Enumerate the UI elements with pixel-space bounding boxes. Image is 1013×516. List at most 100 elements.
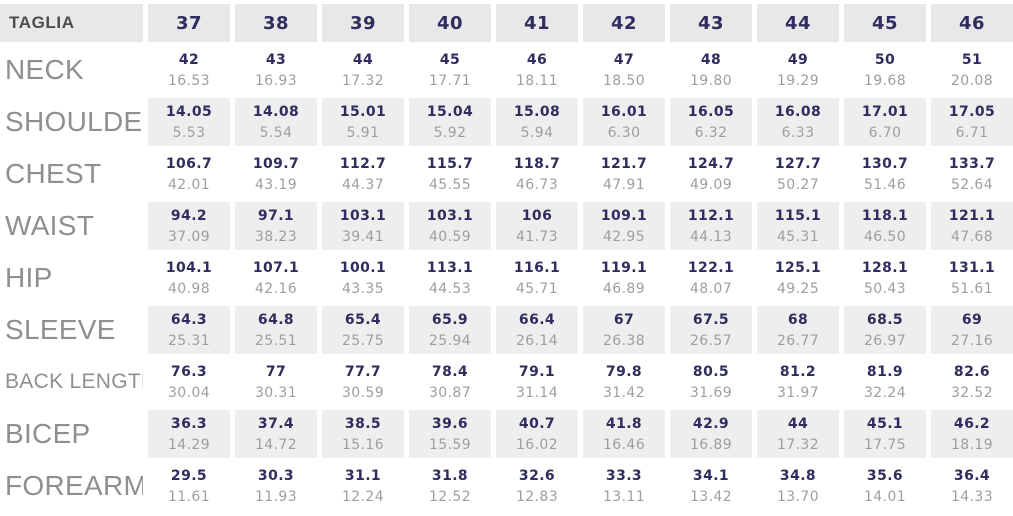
- measurement-cell: 34.8 13.70: [757, 462, 839, 510]
- value-bottom: 46.73: [515, 176, 559, 193]
- value-top: 121.1: [948, 207, 996, 224]
- value-bottom: 46.50: [863, 228, 907, 245]
- value-top: 45.1: [866, 415, 904, 432]
- value-bottom: 51.46: [863, 176, 907, 193]
- measurement-cell: 133.7 52.64: [931, 150, 1013, 198]
- measurement-cell: 115.7 45.55: [409, 150, 491, 198]
- value-bottom: 6.70: [868, 124, 902, 141]
- row-label-neck: NECK: [0, 46, 143, 94]
- value-top: 82.6: [953, 363, 991, 380]
- measurement-cell: 119.1 46.89: [583, 254, 665, 302]
- measurement-cell: 69 27.16: [931, 306, 1013, 354]
- measurement-cell: 29.5 11.61: [148, 462, 230, 510]
- value-top: 31.8: [431, 467, 469, 484]
- value-top: 67: [613, 311, 635, 328]
- value-bottom: 12.83: [515, 488, 559, 505]
- table-row: CHEST 106.7 42.01 109.7 43.19 112.7 44.37 115.7…: [0, 150, 1013, 198]
- value-bottom: 16.02: [515, 436, 559, 453]
- value-top: 106: [521, 207, 553, 224]
- value-bottom: 5.94: [520, 124, 554, 141]
- value-top: 109.7: [252, 155, 300, 172]
- measurement-cell: 104.1 40.98: [148, 254, 230, 302]
- measurement-cell: 39.6 15.59: [409, 410, 491, 458]
- column-header-42: 42: [583, 4, 665, 42]
- column-header-38: 38: [235, 4, 317, 42]
- value-top: 67.5: [692, 311, 730, 328]
- value-bottom: 45.55: [428, 176, 472, 193]
- column-header-43: 43: [670, 4, 752, 42]
- value-bottom: 30.59: [341, 384, 385, 401]
- measurement-cell: 37.4 14.72: [235, 410, 317, 458]
- row-label-back-length: BACK LENGTH: [0, 358, 143, 406]
- row-label-waist: WAIST: [0, 202, 143, 250]
- measurement-cell: 78.4 30.87: [409, 358, 491, 406]
- value-bottom: 17.32: [776, 436, 820, 453]
- value-top: 17.05: [948, 103, 996, 120]
- measurement-cell: 68 26.77: [757, 306, 839, 354]
- value-top: 121.7: [600, 155, 648, 172]
- measurement-cell: 112.7 44.37: [322, 150, 404, 198]
- measurement-cell: 38.5 15.16: [322, 410, 404, 458]
- value-bottom: 12.24: [341, 488, 385, 505]
- measurement-cell: 36.4 14.33: [931, 462, 1013, 510]
- measurement-cell: 51 20.08: [931, 46, 1013, 94]
- value-bottom: 26.38: [602, 332, 646, 349]
- value-bottom: 5.53: [172, 124, 206, 141]
- measurement-cell: 77.7 30.59: [322, 358, 404, 406]
- measurement-cell: 79.8 31.42: [583, 358, 665, 406]
- value-top: 81.9: [866, 363, 904, 380]
- value-top: 15.04: [426, 103, 474, 120]
- value-bottom: 6.33: [781, 124, 815, 141]
- value-bottom: 13.11: [602, 488, 646, 505]
- measurement-cell: 121.7 47.91: [583, 150, 665, 198]
- column-header-45: 45: [844, 4, 926, 42]
- value-bottom: 32.52: [950, 384, 994, 401]
- value-top: 65.4: [344, 311, 382, 328]
- measurement-cell: 122.1 48.07: [670, 254, 752, 302]
- value-top: 107.1: [252, 259, 300, 276]
- measurement-cell: 47 18.50: [583, 46, 665, 94]
- measurement-cell: 50 19.68: [844, 46, 926, 94]
- corner-header-taglia: TAGLIA: [0, 4, 143, 42]
- value-bottom: 49.09: [689, 176, 733, 193]
- measurement-cell: 68.5 26.97: [844, 306, 926, 354]
- measurement-cell: 32.6 12.83: [496, 462, 578, 510]
- value-bottom: 18.11: [515, 72, 559, 89]
- value-top: 41.8: [605, 415, 643, 432]
- value-bottom: 6.30: [607, 124, 641, 141]
- value-bottom: 6.71: [955, 124, 989, 141]
- value-top: 40.7: [518, 415, 556, 432]
- value-top: 122.1: [687, 259, 735, 276]
- value-top: 69: [961, 311, 983, 328]
- value-top: 51: [961, 51, 983, 68]
- value-bottom: 18.50: [602, 72, 646, 89]
- measurement-cell: 16.05 6.32: [670, 98, 752, 146]
- row-label-hip: HIP: [0, 254, 143, 302]
- value-top: 31.1: [344, 467, 382, 484]
- value-bottom: 18.19: [950, 436, 994, 453]
- value-top: 64.8: [257, 311, 295, 328]
- value-bottom: 30.31: [254, 384, 298, 401]
- measurement-cell: 103.1 39.41: [322, 202, 404, 250]
- value-bottom: 25.75: [341, 332, 385, 349]
- value-top: 119.1: [600, 259, 648, 276]
- measurement-cell: 66.4 26.14: [496, 306, 578, 354]
- value-bottom: 11.61: [167, 488, 211, 505]
- measurement-cell: 130.7 51.46: [844, 150, 926, 198]
- value-bottom: 16.93: [254, 72, 298, 89]
- value-top: 29.5: [170, 467, 208, 484]
- measurement-cell: 109.1 42.95: [583, 202, 665, 250]
- measurement-cell: 127.7 50.27: [757, 150, 839, 198]
- value-top: 37.4: [257, 415, 295, 432]
- measurement-cell: 103.1 40.59: [409, 202, 491, 250]
- measurement-cell: 40.7 16.02: [496, 410, 578, 458]
- measurement-cell: 125.1 49.25: [757, 254, 839, 302]
- value-bottom: 13.42: [689, 488, 733, 505]
- value-bottom: 12.52: [428, 488, 472, 505]
- table-row: NECK 42 16.53 43 16.93 44 17.32 45 17.71 46 18.11 4…: [0, 46, 1013, 94]
- value-bottom: 27.16: [950, 332, 994, 349]
- value-top: 128.1: [861, 259, 909, 276]
- value-bottom: 43.19: [254, 176, 298, 193]
- measurement-cell: 14.05 5.53: [148, 98, 230, 146]
- value-top: 81.2: [779, 363, 817, 380]
